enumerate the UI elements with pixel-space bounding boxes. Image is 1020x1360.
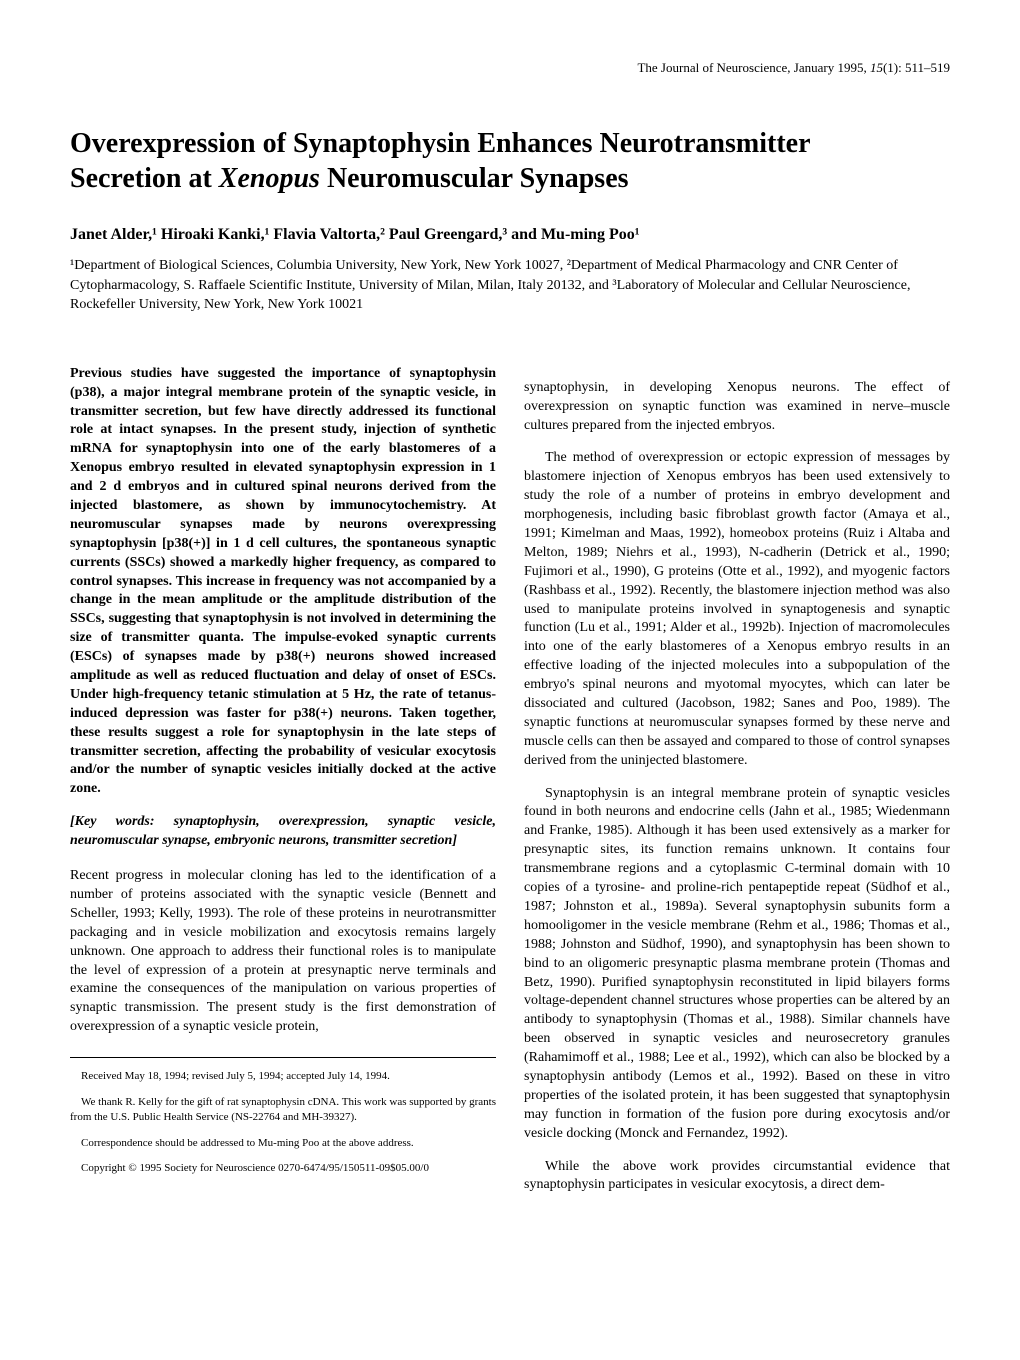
journal-name: The Journal of Neuroscience, January 199… [637, 60, 869, 75]
authors: Janet Alder,¹ Hiroaki Kanki,¹ Flavia Val… [70, 226, 950, 244]
footnote-thanks: We thank R. Kelly for the gift of rat sy… [70, 1095, 496, 1125]
right-para3: Synaptophysin is an integral membrane pr… [524, 785, 950, 1144]
journal-pages: (1): 511–519 [883, 60, 950, 75]
title-line1: Overexpression of Synaptophysin Enhances… [70, 128, 811, 159]
keywords: [Key words: synaptophysin, overexpressio… [70, 813, 496, 851]
footnote-separator [70, 1057, 496, 1058]
right-column: synaptophysin, in developing Xenopus neu… [524, 365, 950, 1196]
footnote-received: Received May 18, 1994; revised July 5, 1… [70, 1069, 496, 1084]
affiliations: ¹Department of Biological Sciences, Colu… [70, 256, 950, 315]
title-line2-ital: Xenopus [219, 163, 320, 194]
right-para2: The method of overexpression or ectopic … [524, 449, 950, 770]
right-para1: synaptophysin, in developing Xenopus neu… [524, 379, 950, 436]
title-line2-post: Neuromuscular Synapses [320, 163, 629, 194]
journal-issue: 15 [870, 60, 883, 75]
left-column: Previous studies have suggested the impo… [70, 365, 496, 1196]
abstract: Previous studies have suggested the impo… [70, 365, 496, 799]
footnote-copyright: Copyright © 1995 Society for Neuroscienc… [70, 1161, 496, 1176]
journal-header: The Journal of Neuroscience, January 199… [70, 60, 950, 76]
right-para4: While the above work provides circumstan… [524, 1158, 950, 1196]
content-columns: Previous studies have suggested the impo… [70, 365, 950, 1196]
intro-paragraph: Recent progress in molecular cloning has… [70, 867, 496, 1037]
footnote-correspondence: Correspondence should be addressed to Mu… [70, 1136, 496, 1151]
article-title: Overexpression of Synaptophysin Enhances… [70, 126, 950, 196]
title-line2-pre: Secretion at [70, 163, 219, 194]
